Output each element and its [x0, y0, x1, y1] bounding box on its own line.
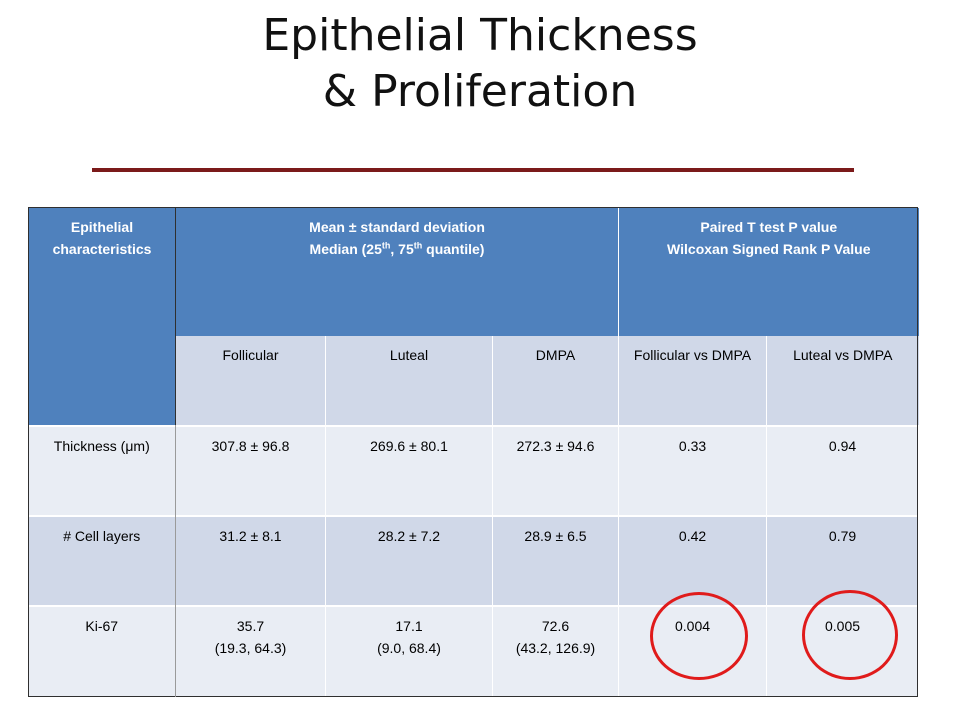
row-label: Thickness (μm): [28, 424, 176, 516]
row-label: Ki-67: [28, 604, 176, 697]
cell-value: 17.1: [395, 617, 423, 634]
cell-follicular: 31.2 ± 8.1: [175, 514, 326, 606]
subheader-luteal-vs-dmpa: Luteal vs DMPA: [766, 335, 919, 426]
column-divider: [175, 425, 176, 697]
cell-luteal: 17.1 (9.0, 68.4): [325, 604, 493, 697]
title-line-1: Epithelial Thickness: [262, 10, 698, 61]
cell-follicular-vs-dmpa: 0.42: [618, 514, 768, 606]
cell-dmpa: 272.3 ± 94.6: [492, 424, 620, 516]
cell-range: (43.2, 126.9): [515, 639, 596, 656]
header-pval-line2: Wilcoxan Signed Rank P Value: [667, 240, 871, 257]
highlight-circle-follicular-vs-dmpa: [650, 592, 748, 680]
subheader-follicular: Follicular: [175, 335, 326, 426]
header-epithelial-characteristics: Epithelial characteristics: [28, 207, 176, 426]
cell-value: 72.6: [541, 617, 570, 634]
cell-value: 35.7: [236, 617, 265, 634]
header-p-values: Paired T test P value Wilcoxan Signed Ra…: [618, 207, 919, 336]
header-col1-line2: characteristics: [52, 241, 152, 257]
results-table: Epithelial characteristics Mean ± standa…: [28, 207, 920, 697]
cell-luteal-vs-dmpa: 0.94: [766, 424, 920, 516]
cell-range: (19.3, 64.3): [214, 639, 287, 656]
row-label: # Cell layers: [28, 514, 176, 606]
table-row-ki67: Ki-67 35.7 (19.3, 64.3) 17.1 (9.0, 68.4)…: [28, 604, 920, 697]
subheader-follicular-vs-dmpa: Follicular vs DMPA: [618, 335, 768, 426]
cell-follicular: 35.7 (19.3, 64.3): [175, 604, 326, 697]
cell-luteal: 28.2 ± 7.2: [325, 514, 493, 606]
header-col1-line1: Epithelial: [70, 219, 134, 235]
table-row-thickness: Thickness (μm) 307.8 ± 96.8 269.6 ± 80.1…: [28, 424, 920, 516]
slide-title: Epithelial Thickness & Proliferation: [0, 8, 960, 120]
cell-follicular: 307.8 ± 96.8: [175, 424, 326, 516]
header-mean-line1: Mean ± standard deviation: [309, 218, 485, 235]
table-row-cell-layers: # Cell layers 31.2 ± 8.1 28.2 ± 7.2 28.9…: [28, 514, 920, 606]
cell-dmpa: 72.6 (43.2, 126.9): [492, 604, 620, 697]
results-table-container: Epithelial characteristics Mean ± standa…: [28, 207, 920, 697]
title-underline: [92, 168, 854, 172]
cell-follicular-vs-dmpa: 0.33: [618, 424, 768, 516]
highlight-circle-luteal-vs-dmpa: [802, 590, 898, 680]
header-row: Epithelial characteristics Mean ± standa…: [28, 207, 919, 426]
header-pval-line1: Paired T test P value: [700, 218, 838, 235]
subheader-luteal: Luteal: [325, 335, 493, 426]
cell-range: (9.0, 68.4): [377, 639, 441, 656]
subheader-row: Follicular Luteal DMPA Follicular vs DMP…: [29, 335, 919, 426]
header-mean-median: Mean ± standard deviation Median (25th, …: [175, 207, 620, 336]
header-mean-line2: Median (25th, 75th quantile): [309, 239, 485, 257]
cell-luteal: 269.6 ± 80.1: [325, 424, 493, 516]
cell-dmpa: 28.9 ± 6.5: [492, 514, 620, 606]
subheader-dmpa: DMPA: [492, 335, 620, 426]
title-line-2: & Proliferation: [322, 66, 638, 117]
